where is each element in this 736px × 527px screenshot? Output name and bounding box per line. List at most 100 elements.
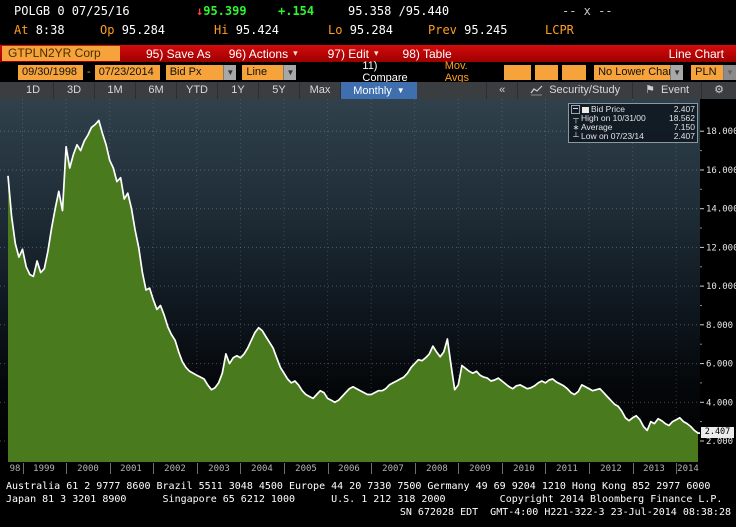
- chart-toolbar: 09/30/1998 - 07/23/2014 Bid Px ▼ Line ▼ …: [0, 60, 736, 84]
- tab-range-5y[interactable]: 5Y: [259, 82, 300, 99]
- frequency-dropdown[interactable]: Monthly ▼: [341, 82, 417, 99]
- average-marker-icon: ∗: [572, 123, 580, 132]
- at-time: 8:38: [35, 23, 65, 37]
- legend-value: 2.407: [673, 104, 695, 114]
- menu-item[interactable]: 98) Table: [403, 47, 452, 61]
- x-axis-year-label: 2004: [251, 464, 273, 474]
- low-group: Lo 95.284: [328, 23, 393, 37]
- down-arrow-icon: ↓: [196, 4, 204, 18]
- svg-text:16.000: 16.000: [706, 166, 736, 176]
- x-axis-tick: [153, 463, 154, 474]
- svg-text:10.000: 10.000: [706, 282, 736, 292]
- svg-text:4.000: 4.000: [706, 398, 733, 408]
- legend-collapse-icon[interactable]: [571, 105, 580, 114]
- currency-select[interactable]: PLN: [691, 64, 724, 80]
- x-axis-tick: [284, 463, 285, 474]
- low-value: 95.284: [349, 23, 394, 37]
- at-label: At: [14, 23, 29, 37]
- security-study-button[interactable]: Security/Study: [517, 82, 632, 99]
- date-to-input[interactable]: 07/23/2014: [94, 64, 160, 80]
- svg-text:18.000: 18.000: [706, 127, 736, 137]
- legend-label: Average: [581, 122, 613, 132]
- market-status: -- x --: [562, 4, 613, 18]
- date-from-input[interactable]: 09/30/1998: [18, 64, 84, 80]
- tab-range-1d[interactable]: 1D: [13, 82, 54, 99]
- mov-avg-input-3[interactable]: [561, 64, 587, 80]
- x-axis-tick: [66, 463, 67, 474]
- dropdown-caret-icon: ▾: [293, 48, 298, 58]
- x-axis-year-label: 2009: [469, 464, 491, 474]
- svg-text:8.000: 8.000: [706, 321, 733, 331]
- legend-row-low: ┴ Low on 07/23/14 2.407: [571, 131, 695, 142]
- menu-bar: GTPLN2YR Corp 95) Save As 96) Actions ▾ 97)…: [0, 45, 736, 62]
- ticker-input[interactable]: GTPLN2YR Corp: [2, 46, 120, 61]
- footer: Australia 61 2 9777 8600 Brazil 5511 304…: [0, 477, 736, 527]
- x-axis-year-label: 2012: [600, 464, 622, 474]
- flag-icon: ⚑: [645, 84, 655, 96]
- x-axis-tick: [676, 463, 677, 474]
- compare-button[interactable]: 11) Compare: [362, 60, 408, 84]
- settings-button[interactable]: ⚙: [701, 82, 736, 99]
- tab-range-3d[interactable]: 3D: [54, 82, 95, 99]
- x-axis-year-label: 2001: [120, 464, 142, 474]
- collapse-button[interactable]: «: [486, 82, 517, 99]
- tab-range-ytd[interactable]: YTD: [177, 82, 218, 99]
- x-axis-tick: [458, 463, 459, 474]
- currency-caret-icon[interactable]: ▼: [723, 64, 736, 80]
- event-button[interactable]: ⚑ Event: [632, 82, 701, 99]
- x-axis-year-label: 2013: [643, 464, 665, 474]
- x-axis-year-label: 2014: [677, 464, 699, 474]
- legend-label: High on 10/31/00: [581, 113, 646, 123]
- x-axis-tick: [415, 463, 416, 474]
- footer-line-2: Japan 81 3 3201 8900 Singapore 65 6212 1…: [6, 494, 723, 505]
- price-change: +.154: [278, 4, 315, 18]
- lower-chart-select[interactable]: No Lower Chart: [594, 64, 671, 80]
- menu-items: 95) Save As 96) Actions ▾ 97) Edit ▾ 98) Tabl…: [120, 47, 452, 61]
- mov-avgs-label[interactable]: Mov. Avgs: [444, 60, 469, 84]
- tab-range-1m[interactable]: 1M: [95, 82, 136, 99]
- x-axis-year-label: 2011: [556, 464, 578, 474]
- x-axis-year-label: 2010: [513, 464, 535, 474]
- tab-range-1y[interactable]: 1Y: [218, 82, 259, 99]
- x-axis-tick: [23, 463, 24, 474]
- chart-legend[interactable]: Bid Price 2.407 ┬ High on 10/31/00 18.56…: [568, 103, 698, 143]
- prev-label: Prev: [428, 23, 457, 37]
- menu-item-label: 97) Edit: [327, 46, 369, 61]
- gear-icon: ⚙: [714, 84, 724, 96]
- frequency-label: Monthly: [353, 84, 392, 97]
- price-field-caret-icon[interactable]: ▼: [223, 64, 237, 80]
- collapse-icon: «: [499, 84, 506, 96]
- chart-style-select[interactable]: Line: [242, 64, 284, 80]
- y-axis-band: [700, 99, 736, 462]
- last-price: 95.399: [203, 4, 247, 18]
- menu-item[interactable]: 97) Edit ▾: [328, 47, 379, 61]
- mov-avg-input-2[interactable]: [534, 64, 558, 80]
- lower-chart-caret-icon[interactable]: ▼: [670, 64, 684, 80]
- svg-text:12.000: 12.000: [706, 243, 736, 253]
- legend-value: 2.407: [673, 131, 695, 141]
- tab-range-max[interactable]: Max: [300, 82, 341, 99]
- open-group: Op 95.284: [100, 23, 165, 37]
- svg-text:14.000: 14.000: [706, 205, 736, 215]
- svg-text:2.000: 2.000: [706, 437, 733, 447]
- menu-item[interactable]: 96) Actions ▾: [229, 47, 298, 61]
- mov-avg-input-1[interactable]: [504, 64, 531, 80]
- page-code: LCPR: [545, 23, 574, 37]
- chart-style-caret-icon[interactable]: ▼: [283, 64, 297, 80]
- x-axis-year-label: 2005: [295, 464, 317, 474]
- tab-range-6m[interactable]: 6M: [136, 82, 177, 99]
- last-price-group: ↓95.399: [196, 4, 247, 18]
- x-axis-year-label: 2006: [338, 464, 360, 474]
- y-axis: 2.000 4.000 6.000 8.000 10.000 12.000 14.000 16…: [700, 127, 736, 447]
- x-axis-tick: [633, 463, 634, 474]
- menu-item[interactable]: 95) Save As: [146, 47, 211, 61]
- legend-value: 7.150: [673, 122, 695, 132]
- price-chart-area[interactable]: 2.000 4.000 6.000 8.000 10.000 12.000 14.000 16…: [0, 99, 736, 463]
- tab-row-spacer: [0, 82, 13, 99]
- high-label: Hi: [214, 23, 229, 37]
- prev-value: 95.245: [464, 23, 508, 37]
- period-tabs: 1D 3D 1M 6M YTD 1Y 5Y Max: [13, 82, 341, 99]
- x-axis-year-label: 98: [9, 464, 21, 474]
- price-field-select[interactable]: Bid Px: [165, 64, 224, 80]
